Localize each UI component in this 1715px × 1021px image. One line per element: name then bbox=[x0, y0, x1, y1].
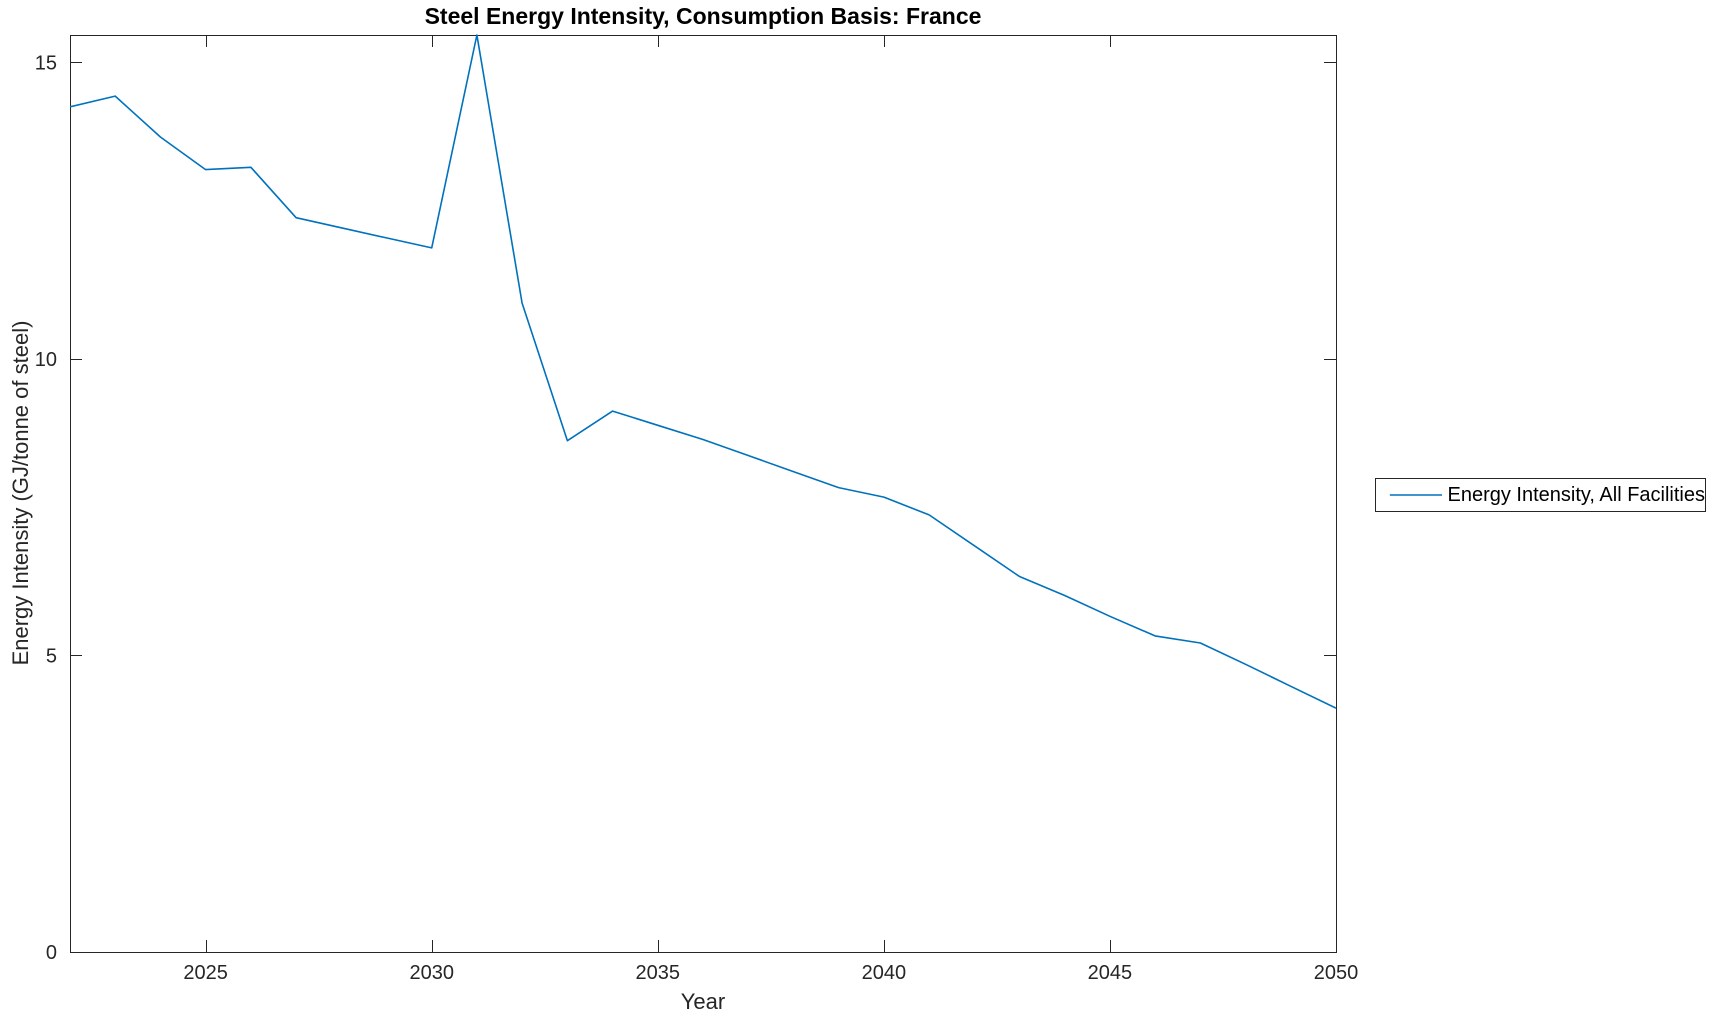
legend-entry-label: Energy Intensity, All Facilities bbox=[1447, 483, 1705, 506]
x-tick-label: 2030 bbox=[409, 962, 454, 984]
plot-line bbox=[70, 34, 1336, 709]
legend-line-sample bbox=[1389, 494, 1443, 496]
y-tick-label: 0 bbox=[46, 942, 57, 964]
chart-title: Steel Energy Intensity, Consumption Basi… bbox=[424, 3, 982, 29]
x-tick-label: 2045 bbox=[1088, 962, 1133, 984]
y-tick-label: 5 bbox=[46, 645, 57, 667]
legend: Energy Intensity, All Facilities bbox=[1375, 478, 1706, 512]
x-tick-label: 2050 bbox=[1314, 962, 1359, 984]
x-tick-label: 2040 bbox=[862, 962, 907, 984]
y-tick-label: 15 bbox=[35, 52, 57, 74]
axes-box bbox=[70, 35, 1337, 953]
x-tick-label: 2025 bbox=[183, 962, 228, 984]
y-axis-label: Energy Intensity (GJ/tonne of steel) bbox=[8, 320, 33, 666]
x-tick-label: 2035 bbox=[636, 962, 681, 984]
y-tick-label: 10 bbox=[35, 349, 57, 371]
x-axis-label: Year bbox=[680, 989, 726, 1014]
